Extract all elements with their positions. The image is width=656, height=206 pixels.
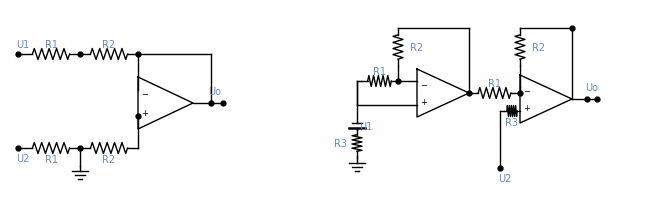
Text: R2: R2 bbox=[410, 43, 423, 53]
Text: −: − bbox=[523, 87, 530, 95]
Text: +: + bbox=[420, 98, 427, 107]
Text: U2: U2 bbox=[16, 153, 30, 163]
Text: R1: R1 bbox=[45, 40, 58, 50]
Text: R2: R2 bbox=[532, 43, 545, 53]
Text: R1: R1 bbox=[373, 67, 386, 77]
Text: R3: R3 bbox=[506, 117, 518, 127]
Text: Uo: Uo bbox=[209, 87, 222, 97]
Text: R1: R1 bbox=[488, 79, 501, 89]
Text: Uo: Uo bbox=[586, 83, 598, 92]
Text: R2: R2 bbox=[102, 154, 115, 164]
Text: R1: R1 bbox=[45, 154, 58, 164]
Text: R3: R3 bbox=[334, 138, 347, 148]
Text: −: − bbox=[141, 90, 148, 99]
Text: +: + bbox=[141, 108, 148, 117]
Text: U1: U1 bbox=[16, 40, 30, 50]
Text: +: + bbox=[523, 104, 530, 113]
Text: R2: R2 bbox=[102, 40, 115, 50]
Text: U1: U1 bbox=[359, 121, 372, 131]
Text: U2: U2 bbox=[498, 173, 512, 183]
Text: −: − bbox=[420, 81, 427, 89]
